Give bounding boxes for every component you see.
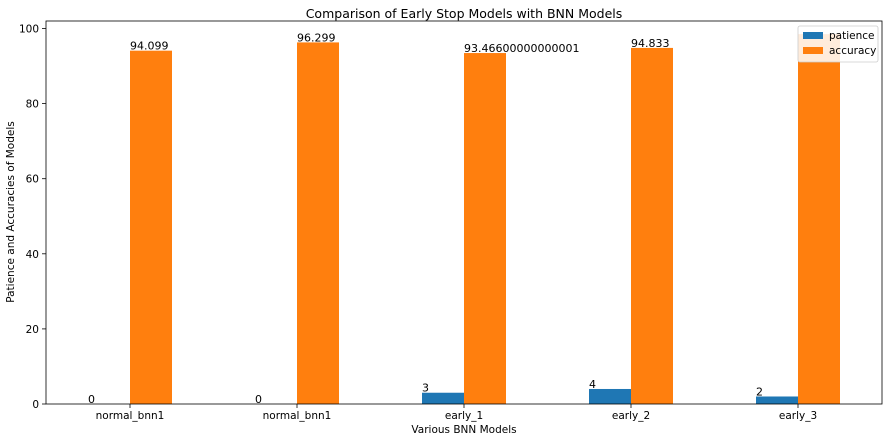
bar-accuracy-4	[798, 34, 840, 405]
legend-label-patience: patience	[829, 30, 874, 42]
bar-patience-2	[422, 392, 464, 404]
y-axis: 0 20 40 60 80 100	[19, 24, 46, 411]
data-label-patience-2: 3	[422, 382, 429, 395]
data-label-patience-1: 0	[255, 393, 262, 406]
bar-accuracy-2	[464, 53, 506, 404]
y-tick-label-0: 0	[32, 399, 39, 411]
y-tick-label-3: 60	[26, 174, 39, 186]
data-label-accuracy-1: 96.299	[297, 31, 336, 44]
x-tick-label-3: early_2	[612, 410, 650, 422]
data-label-accuracy-2: 93.46600000000001	[464, 42, 579, 55]
y-tick-label-4: 80	[26, 99, 39, 111]
x-axis-label: Various BNN Models	[411, 424, 516, 436]
data-label-patience-0: 0	[88, 393, 95, 406]
x-tick-label-1: normal_bnn1	[263, 410, 332, 422]
y-axis-label: Patience and Accuracies of Models	[5, 121, 17, 302]
data-label-accuracy-3: 94.833	[631, 37, 670, 50]
legend-swatch-accuracy	[803, 47, 823, 54]
bar-patience-4	[756, 396, 798, 404]
bar-patience-3	[589, 388, 631, 404]
data-label-patience-4: 2	[756, 385, 763, 398]
chart-title: Comparison of Early Stop Models with BNN…	[306, 6, 623, 21]
legend-label-accuracy: accuracy	[829, 45, 876, 57]
value-labels-layer: 0 94.099 0 96.299 3 93.46600000000001 4 94.833 2	[88, 31, 763, 406]
bar-accuracy-3	[631, 47, 673, 405]
y-tick-label-2: 40	[26, 249, 39, 261]
x-tick-label-2: early_1	[445, 410, 483, 422]
x-tick-label-0: normal_bnn1	[96, 410, 165, 422]
data-label-patience-3: 4	[589, 378, 596, 391]
bar-accuracy-1	[297, 42, 339, 404]
bar-accuracy-0	[130, 50, 172, 404]
bars-layer	[130, 34, 840, 405]
legend: patience accuracy	[797, 25, 879, 63]
y-tick-label-1: 20	[26, 324, 39, 336]
legend-swatch-patience	[803, 32, 823, 39]
x-tick-label-4: early_3	[779, 410, 817, 422]
y-tick-label-5: 100	[19, 24, 39, 36]
x-axis: normal_bnn1 normal_bnn1 early_1 early_2 earl…	[96, 404, 817, 422]
data-label-accuracy-0: 94.099	[130, 40, 169, 53]
